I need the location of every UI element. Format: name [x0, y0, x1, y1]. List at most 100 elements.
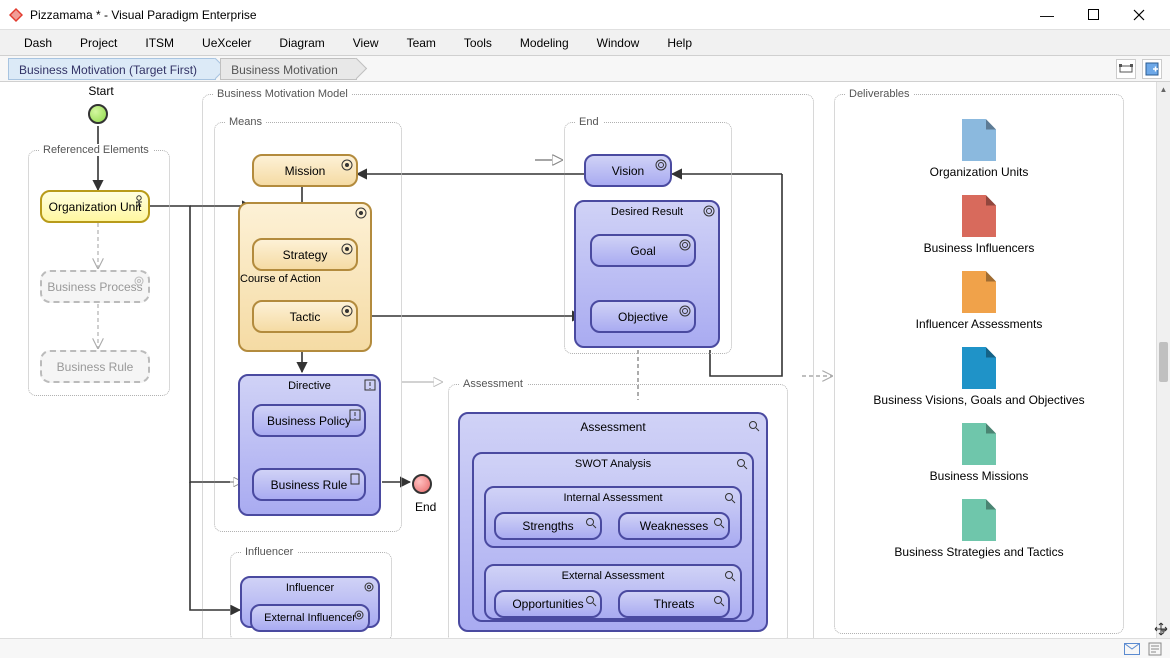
menu-diagram[interactable]: Diagram — [265, 32, 338, 54]
node-business-rule-ref[interactable]: Business Rule — [40, 350, 150, 383]
start-node[interactable] — [88, 104, 108, 124]
window-close-button[interactable] — [1116, 0, 1162, 30]
node-label: SWOT Analysis — [575, 458, 651, 470]
node-vision[interactable]: Vision — [584, 154, 672, 187]
menu-help[interactable]: Help — [653, 32, 706, 54]
titlebar: Pizzamama * - Visual Paradigm Enterprise… — [0, 0, 1170, 30]
node-label: Internal Assessment — [563, 492, 662, 504]
gear-icon — [363, 581, 375, 593]
menu-itsm[interactable]: ITSM — [131, 32, 188, 54]
menu-tools[interactable]: Tools — [450, 32, 506, 54]
note-icon[interactable] — [1148, 642, 1162, 656]
warn-icon — [364, 379, 376, 391]
deliverable-item[interactable]: Business Missions — [930, 423, 1029, 483]
search-icon — [736, 458, 748, 470]
node-label: Vision — [612, 164, 644, 178]
search-icon — [724, 570, 736, 582]
menu-view[interactable]: View — [339, 32, 393, 54]
node-strategy[interactable]: Strategy — [252, 238, 358, 271]
node-label: Assessment — [580, 420, 645, 434]
window-minimize-button[interactable]: — — [1024, 0, 1070, 30]
node-organization-unit[interactable]: Organization Unit — [40, 190, 150, 223]
node-label: Business Rule — [271, 478, 348, 492]
node-label: Goal — [630, 244, 655, 258]
node-label: Business Policy — [267, 414, 351, 428]
scroll-thumb[interactable] — [1159, 342, 1168, 382]
node-business-process[interactable]: Business Process — [40, 270, 150, 303]
deliverable-item[interactable]: Organization Units — [930, 119, 1029, 179]
window-maximize-button[interactable] — [1070, 0, 1116, 30]
target-icon — [341, 159, 353, 171]
node-opportunities[interactable]: Opportunities — [494, 590, 602, 618]
menu-uexceler[interactable]: UeXceler — [188, 32, 265, 54]
node-weaknesses[interactable]: Weaknesses — [618, 512, 730, 540]
deliverable-item[interactable]: Business Influencers — [924, 195, 1035, 255]
vertical-scrollbar[interactable]: ▲ ▼ — [1156, 82, 1170, 638]
pan-cursor-icon — [1154, 622, 1168, 636]
scroll-up-icon[interactable]: ▲ — [1157, 82, 1170, 96]
node-mission[interactable]: Mission — [252, 154, 358, 187]
deliverable-label: Business Influencers — [924, 241, 1035, 255]
search-icon — [585, 517, 597, 529]
target-icon — [341, 243, 353, 255]
search-icon — [713, 517, 725, 529]
group-label-bmm: Business Motivation Model — [213, 88, 352, 100]
menu-window[interactable]: Window — [583, 32, 654, 54]
node-label: Strengths — [522, 519, 573, 533]
file-icon — [962, 499, 996, 541]
ring-icon — [703, 205, 715, 217]
breadcrumb-item-1[interactable]: Business Motivation (Target First) — [8, 58, 216, 80]
file-icon — [962, 119, 996, 161]
ring-icon — [679, 305, 691, 317]
node-label: Threats — [654, 597, 695, 611]
menu-dash[interactable]: Dash — [10, 32, 66, 54]
group-label-means: Means — [225, 116, 266, 128]
search-icon — [724, 492, 736, 504]
node-label: Weaknesses — [640, 519, 708, 533]
gear-icon — [353, 609, 365, 621]
node-label: Objective — [618, 310, 668, 324]
node-label: Desired Result — [611, 206, 683, 218]
node-business-rule[interactable]: Business Rule — [252, 468, 366, 501]
search-icon — [748, 420, 760, 432]
breadcrumb-item-2[interactable]: Business Motivation — [220, 58, 357, 80]
deliverable-item[interactable]: Business Strategies and Tactics — [894, 499, 1063, 559]
deliverable-label: Business Strategies and Tactics — [894, 545, 1063, 559]
deliverable-item[interactable]: Influencer Assessments — [916, 271, 1043, 331]
person-icon — [133, 195, 145, 207]
start-label: Start — [86, 84, 116, 98]
toolbar-button-1[interactable] — [1116, 59, 1136, 79]
node-label: Strategy — [283, 248, 328, 262]
node-label: Influencer — [286, 582, 334, 594]
mail-icon[interactable] — [1124, 643, 1140, 655]
warn-icon — [349, 409, 361, 421]
target-icon — [355, 207, 367, 219]
node-label: Course of Action — [240, 273, 321, 285]
group-label-assessment: Assessment — [459, 378, 527, 390]
node-objective[interactable]: Objective — [590, 300, 696, 333]
ring-icon — [655, 159, 667, 171]
group-label-deliverables: Deliverables — [845, 88, 914, 100]
file-icon — [962, 271, 996, 313]
group-label-referenced: Referenced Elements — [39, 144, 153, 156]
deliverable-item[interactable]: Business Visions, Goals and Objectives — [873, 347, 1084, 407]
node-goal[interactable]: Goal — [590, 234, 696, 267]
deliverable-label: Business Missions — [930, 469, 1029, 483]
node-label: Opportunities — [512, 597, 583, 611]
node-external-influencer[interactable]: External Influencer — [250, 604, 370, 632]
node-threats[interactable]: Threats — [618, 590, 730, 618]
toolbar-button-2[interactable] — [1142, 59, 1162, 79]
menu-modeling[interactable]: Modeling — [506, 32, 583, 54]
node-label: Organization Unit — [49, 200, 142, 214]
node-tactic[interactable]: Tactic — [252, 300, 358, 333]
group-deliverables[interactable]: Deliverables Organization UnitsBusiness … — [834, 94, 1124, 634]
diagram-canvas[interactable]: Start Referenced Elements Organization U… — [12, 82, 1156, 638]
node-strengths[interactable]: Strengths — [494, 512, 602, 540]
end-node[interactable] — [412, 474, 432, 494]
node-business-policy[interactable]: Business Policy — [252, 404, 366, 437]
canvas-area: Start Referenced Elements Organization U… — [0, 82, 1170, 638]
group-label-end: End — [575, 116, 603, 128]
doc-icon — [349, 473, 361, 485]
menu-team[interactable]: Team — [393, 32, 450, 54]
menu-project[interactable]: Project — [66, 32, 131, 54]
